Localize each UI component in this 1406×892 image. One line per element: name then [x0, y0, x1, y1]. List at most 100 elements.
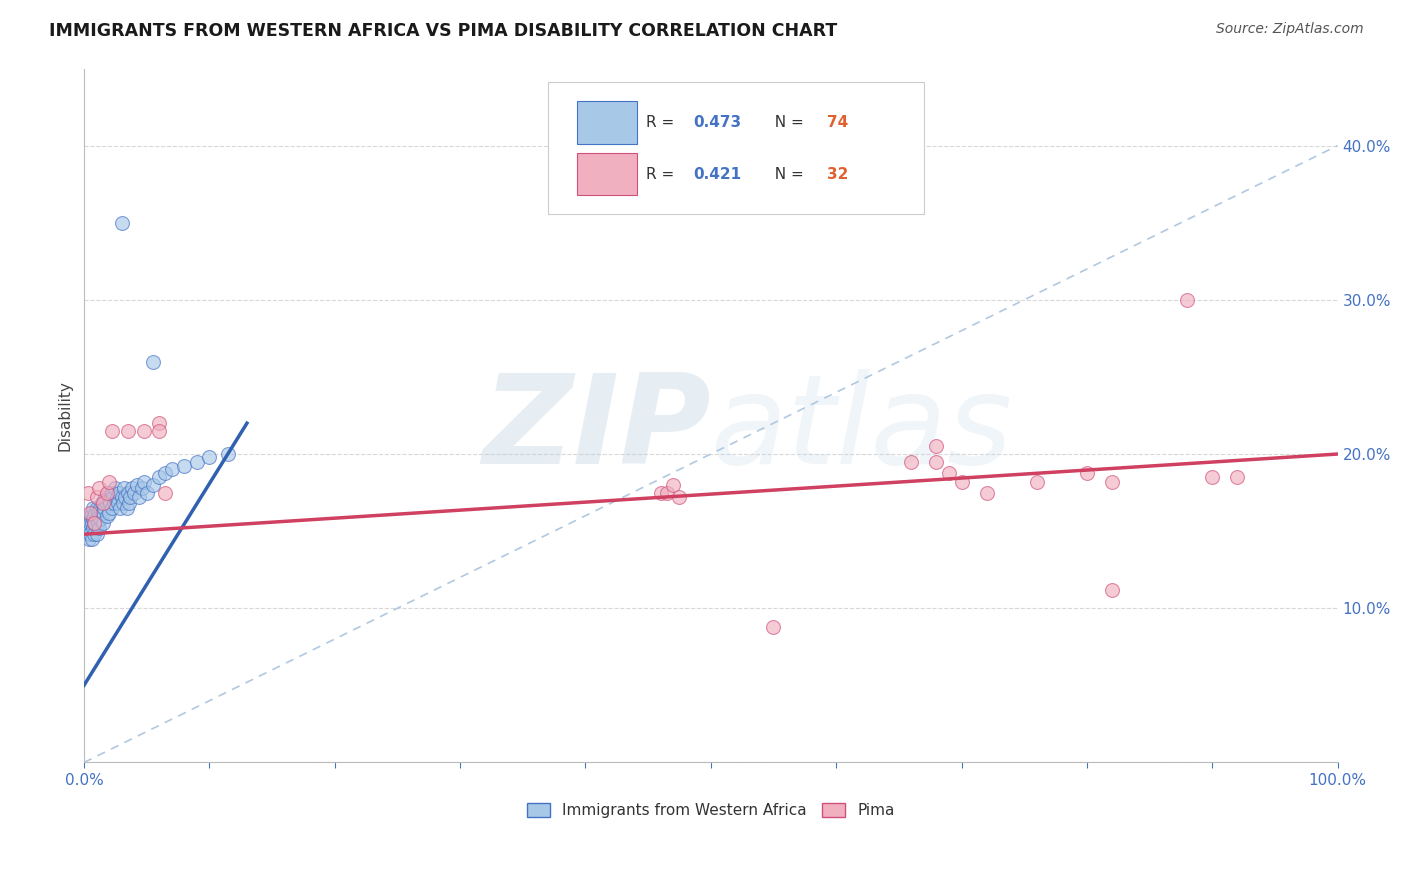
Point: [87, 516, 110, 531]
Point: [111, 496, 134, 510]
Point: [217, 447, 239, 461]
Point: [142, 354, 165, 368]
Point: [103, 496, 125, 510]
FancyBboxPatch shape: [576, 101, 637, 144]
Point: [100, 501, 122, 516]
Point: [77, 532, 100, 546]
Point: [115, 501, 138, 516]
Point: [82, 521, 104, 535]
Point: [87, 481, 110, 495]
Point: [90, 496, 112, 510]
Point: [107, 496, 129, 510]
Point: [117, 485, 139, 500]
Text: 0.473: 0.473: [693, 115, 741, 130]
Point: [87, 508, 110, 523]
Point: [1226, 470, 1249, 484]
Point: [160, 462, 183, 476]
Point: [668, 490, 690, 504]
Point: [83, 527, 105, 541]
Point: [976, 485, 998, 500]
Point: [79, 508, 101, 523]
Point: [148, 424, 170, 438]
Text: R =: R =: [645, 167, 679, 182]
Point: [96, 496, 118, 510]
Point: [662, 478, 685, 492]
Point: [104, 481, 127, 495]
Point: [650, 485, 672, 500]
Point: [148, 416, 170, 430]
Point: [105, 490, 128, 504]
Point: [83, 516, 105, 531]
Point: [97, 485, 120, 500]
Point: [128, 490, 150, 504]
Text: N =: N =: [765, 115, 808, 130]
Point: [79, 527, 101, 541]
Point: [91, 516, 114, 531]
Point: [82, 501, 104, 516]
Text: 0.421: 0.421: [693, 167, 741, 182]
Point: [84, 506, 107, 520]
Point: [96, 508, 118, 523]
Point: [108, 485, 131, 500]
Point: [120, 490, 142, 504]
Text: Source: ZipAtlas.com: Source: ZipAtlas.com: [1216, 22, 1364, 37]
Point: [135, 485, 157, 500]
Point: [155, 485, 177, 500]
Point: [118, 496, 141, 510]
Point: [121, 481, 143, 495]
Point: [134, 475, 156, 489]
Point: [938, 466, 960, 480]
Text: R =: R =: [645, 115, 679, 130]
Text: IMMIGRANTS FROM WESTERN AFRICA VS PIMA DISABILITY CORRELATION CHART: IMMIGRANTS FROM WESTERN AFRICA VS PIMA D…: [49, 22, 838, 40]
Point: [114, 490, 136, 504]
Point: [148, 470, 170, 484]
Point: [80, 506, 103, 520]
Point: [76, 516, 98, 531]
Point: [83, 516, 105, 531]
Point: [98, 493, 121, 508]
Text: atlas: atlas: [711, 369, 1012, 490]
Text: 74: 74: [827, 115, 849, 130]
Point: [76, 512, 98, 526]
Point: [86, 501, 108, 516]
Point: [87, 521, 110, 535]
Point: [155, 466, 177, 480]
FancyBboxPatch shape: [548, 82, 924, 214]
Point: [84, 516, 107, 531]
Point: [1101, 582, 1123, 597]
Y-axis label: Disability: Disability: [58, 380, 72, 451]
Point: [186, 455, 208, 469]
Point: [1076, 466, 1098, 480]
Point: [79, 506, 101, 520]
Point: [134, 424, 156, 438]
Point: [91, 496, 114, 510]
Point: [1025, 475, 1047, 489]
Point: [950, 475, 973, 489]
Point: [96, 485, 118, 500]
Point: [142, 478, 165, 492]
Point: [198, 450, 221, 464]
Point: [89, 512, 111, 526]
Point: [110, 490, 132, 504]
Point: [98, 475, 121, 489]
Text: ZIP: ZIP: [482, 369, 711, 490]
Point: [110, 216, 132, 230]
Point: [925, 455, 948, 469]
Legend: Immigrants from Western Africa, Pima: Immigrants from Western Africa, Pima: [522, 797, 901, 824]
Point: [1101, 475, 1123, 489]
Point: [925, 439, 948, 453]
Point: [98, 506, 121, 520]
Point: [110, 501, 132, 516]
Point: [900, 455, 922, 469]
Point: [86, 527, 108, 541]
Point: [93, 493, 115, 508]
Point: [98, 496, 121, 510]
Point: [83, 508, 105, 523]
Point: [762, 620, 785, 634]
Point: [80, 532, 103, 546]
Point: [100, 424, 122, 438]
Point: [112, 481, 135, 495]
Point: [93, 501, 115, 516]
Text: N =: N =: [765, 167, 808, 182]
Text: 32: 32: [827, 167, 849, 182]
